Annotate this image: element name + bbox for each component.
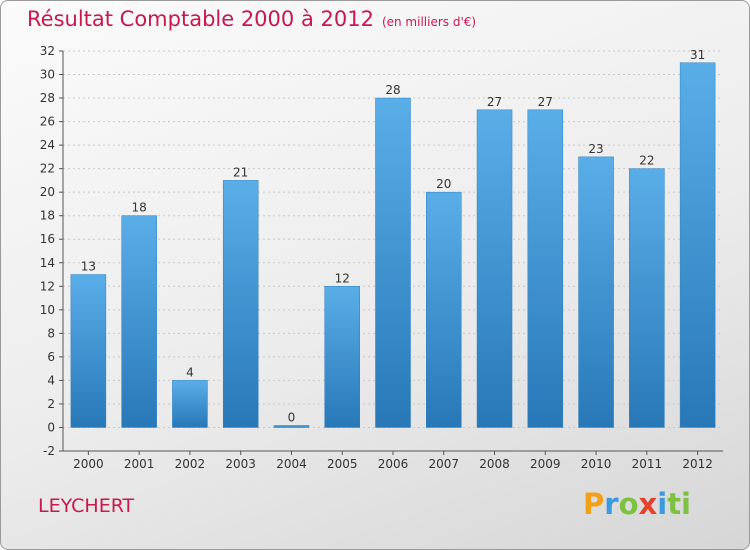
y-tick-label: 10 [40, 303, 55, 317]
bar [222, 180, 259, 428]
data-label: 20 [436, 177, 451, 191]
chart-title-text: Résultat Comptable 2000 à 2012 [27, 7, 374, 31]
data-label: 4 [186, 365, 194, 379]
y-tick-label: -2 [43, 444, 55, 458]
x-tick-label: 2002 [175, 457, 206, 471]
y-tick-label: 8 [47, 326, 55, 340]
proxiti-logo: Proxiti [583, 487, 691, 521]
data-label: 27 [538, 95, 553, 109]
x-tick-label: 2000 [73, 457, 104, 471]
data-label: 21 [233, 165, 248, 179]
logo-letter: P [583, 487, 605, 521]
logo-letter: x [638, 487, 658, 521]
x-tick-label: 2006 [378, 457, 409, 471]
x-tick-label: 2001 [124, 457, 155, 471]
data-label: 23 [588, 142, 603, 156]
x-tick-label: 2003 [225, 457, 256, 471]
y-tick-label: 12 [40, 279, 55, 293]
x-tick-label: 2011 [632, 457, 663, 471]
x-tick-label: 2004 [276, 457, 307, 471]
data-label: 27 [487, 95, 502, 109]
data-label: 18 [132, 201, 147, 215]
bar [70, 274, 107, 428]
bar [679, 62, 716, 428]
bar [476, 109, 513, 428]
y-tick-label: 20 [40, 185, 55, 199]
x-tick-label: 2007 [428, 457, 459, 471]
y-tick-label: 16 [40, 232, 55, 246]
data-label: 13 [81, 260, 96, 274]
place-name: LEYCHERT [38, 495, 135, 517]
data-label: 12 [335, 271, 350, 285]
bar [172, 380, 208, 428]
y-tick-label: 14 [40, 256, 55, 270]
x-tick-label: 2008 [479, 457, 510, 471]
y-tick-label: 24 [40, 138, 55, 152]
bar [273, 425, 310, 428]
y-tick-label: 32 [40, 44, 55, 58]
data-label: 28 [385, 83, 400, 97]
y-tick-label: 4 [47, 373, 55, 387]
logo-letter: i [657, 487, 668, 521]
data-label: 31 [690, 48, 705, 62]
y-tick-label: 26 [40, 115, 55, 129]
bar [324, 286, 360, 428]
chart-subtitle: (en milliers d'€) [381, 15, 477, 29]
data-label: 22 [639, 154, 654, 168]
data-label: 0 [288, 410, 296, 424]
logo-letter: o [618, 487, 639, 521]
y-tick-label: 0 [47, 420, 55, 434]
y-tick-label: 6 [47, 350, 55, 364]
bar [578, 156, 614, 428]
y-tick-label: 18 [40, 209, 55, 223]
y-tick-label: 22 [40, 162, 55, 176]
x-tick-label: 2012 [682, 457, 713, 471]
bar [121, 215, 157, 428]
logo-letter: ti [667, 487, 691, 521]
logo-letter: r [604, 487, 619, 521]
y-tick-label: 30 [40, 68, 55, 82]
bar [375, 97, 411, 428]
y-tick-label: 28 [40, 91, 55, 105]
x-tick-label: 2010 [581, 457, 612, 471]
chart-title: Résultat Comptable 2000 à 2012 (en millie… [27, 7, 476, 31]
x-tick-label: 2009 [530, 457, 561, 471]
bar [629, 168, 665, 428]
bar [426, 191, 462, 428]
y-tick-label: 2 [47, 397, 55, 411]
x-tick-label: 2005 [327, 457, 358, 471]
bar [527, 109, 564, 428]
